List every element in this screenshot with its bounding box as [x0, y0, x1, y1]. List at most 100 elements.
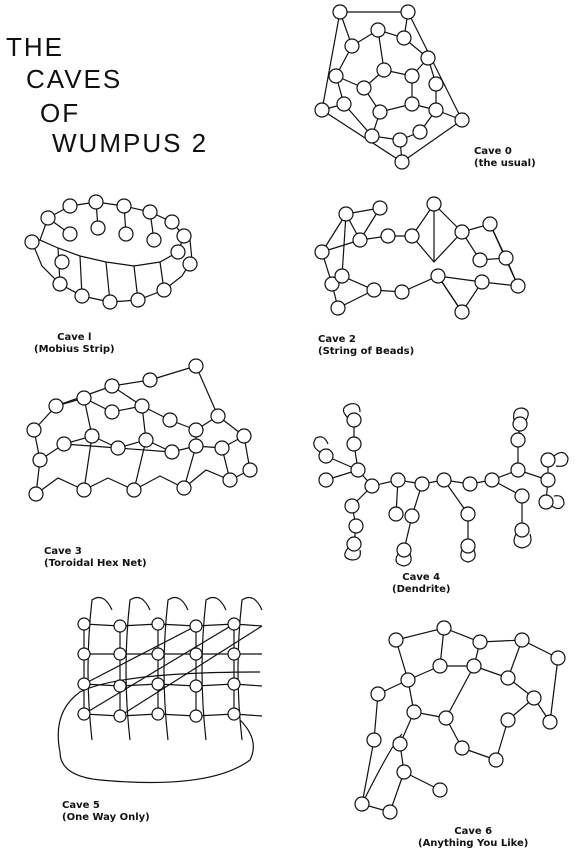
cave-room-node: [346, 412, 362, 428]
cave-room-node: [350, 462, 366, 478]
cave-room-node: [189, 709, 203, 723]
cave-room-node: [344, 38, 360, 54]
tunnel-edge: [361, 739, 375, 805]
tunnel-edge: [344, 547, 361, 561]
cave-room-node: [550, 650, 566, 666]
tunnel-edge: [321, 11, 341, 111]
cave-room-node: [314, 102, 330, 118]
cave-room-node: [151, 677, 165, 691]
cave-6-name: Cave 6: [454, 826, 493, 837]
cave-room-node: [138, 432, 154, 448]
cave-room-node: [214, 440, 230, 456]
cave-room-node: [62, 198, 78, 214]
cave-room-node: [188, 358, 204, 374]
tunnel-edge: [119, 625, 263, 717]
cave-room-node: [318, 448, 334, 464]
cave-room-node: [510, 462, 526, 478]
cave-room-node: [400, 672, 416, 688]
cave-room-node: [426, 196, 442, 212]
cave-room-node: [54, 254, 70, 270]
tunnel-edge: [551, 495, 565, 510]
cave-room-node: [48, 398, 64, 414]
cave-room-node: [514, 488, 530, 504]
cave-room-node: [113, 647, 127, 661]
cave-room-node: [388, 632, 404, 648]
cave-room-node: [454, 112, 470, 128]
cave-room-node: [510, 278, 526, 294]
cave-room-node: [126, 482, 142, 498]
cave-4-name: Cave 4: [402, 572, 441, 583]
cave-room-node: [500, 712, 516, 728]
cave-room-node: [372, 104, 388, 120]
cave-room-node: [113, 679, 127, 693]
cave-room-node: [32, 452, 48, 468]
cave-room-node: [76, 482, 92, 498]
cave-room-node: [432, 782, 448, 798]
cave-room-node: [346, 436, 362, 452]
cave-room-node: [130, 292, 146, 308]
cave-5-name: Cave 5: [62, 800, 100, 811]
cave-0-subtitle: (the usual): [474, 158, 536, 169]
cave-room-node: [500, 670, 516, 686]
cave-room-node: [142, 372, 158, 388]
cave-5-caption: Cave 5 (One Way Only): [62, 800, 150, 824]
cave-1-graph: [24, 194, 198, 310]
cave-room-node: [40, 210, 56, 226]
cave-room-node: [330, 300, 346, 316]
cave-room-node: [460, 538, 476, 554]
cave-room-node: [538, 494, 554, 510]
cave-room-node: [314, 244, 330, 260]
tunnel-edge: [395, 553, 412, 567]
tunnel-edge: [321, 109, 403, 163]
cave-room-node: [404, 228, 420, 244]
cave-room-node: [77, 707, 91, 721]
tunnel-edge: [195, 365, 219, 417]
tunnel-edge: [321, 212, 361, 253]
cave-2-caption: Cave 2 (String of Beads): [318, 334, 414, 358]
cave-room-node: [113, 619, 127, 633]
cave-room-node: [26, 422, 42, 438]
cave-2-name: Cave 2: [318, 334, 356, 345]
cave-room-node: [428, 76, 444, 92]
cave-room-node: [510, 432, 526, 448]
cave-room-node: [56, 436, 72, 452]
cave-0-graph: [314, 4, 470, 170]
title-line-1: THE: [6, 32, 64, 62]
cave-room-node: [460, 506, 476, 522]
cave-room-node: [380, 228, 396, 244]
title-line-4: WUMPUS 2: [52, 128, 209, 158]
title-line-2: CAVES: [26, 64, 123, 94]
cave-room-node: [189, 679, 203, 693]
cave-room-node: [356, 80, 372, 96]
cave-room-node: [118, 226, 134, 242]
tunnel-edge: [87, 597, 113, 741]
cave-room-node: [188, 438, 204, 454]
cave-4-subtitle: (Dendrite): [392, 584, 451, 595]
cave-room-node: [414, 476, 430, 492]
cave-room-node: [182, 256, 198, 272]
cave-3-caption: Cave 3 (Toroidal Hex Net): [44, 546, 147, 570]
cave-room-node: [436, 620, 452, 636]
cave-room-node: [62, 226, 78, 242]
cave-0-caption: Cave 0 (the usual): [474, 146, 536, 170]
cave-3-subtitle: (Toroidal Hex Net): [44, 558, 147, 569]
cave-room-node: [540, 452, 556, 468]
cave-room-node: [474, 274, 490, 290]
tunnel-edge: [201, 597, 227, 741]
cave-room-node: [354, 796, 370, 812]
cave-room-node: [336, 96, 352, 112]
tunnel-edge: [83, 625, 197, 685]
cave-room-node: [366, 282, 382, 298]
cave-room-node: [77, 617, 91, 631]
tunnel-edge: [445, 665, 475, 719]
cave-room-node: [406, 704, 422, 720]
cave-3-graph: [26, 358, 258, 502]
cave-room-node: [146, 232, 162, 248]
cave-room-node: [542, 714, 558, 730]
cave-room-node: [466, 658, 482, 674]
cave-room-node: [366, 732, 382, 748]
cave-room-node: [514, 522, 530, 538]
cave-room-node: [76, 390, 92, 406]
tunnel-edge: [63, 443, 119, 449]
